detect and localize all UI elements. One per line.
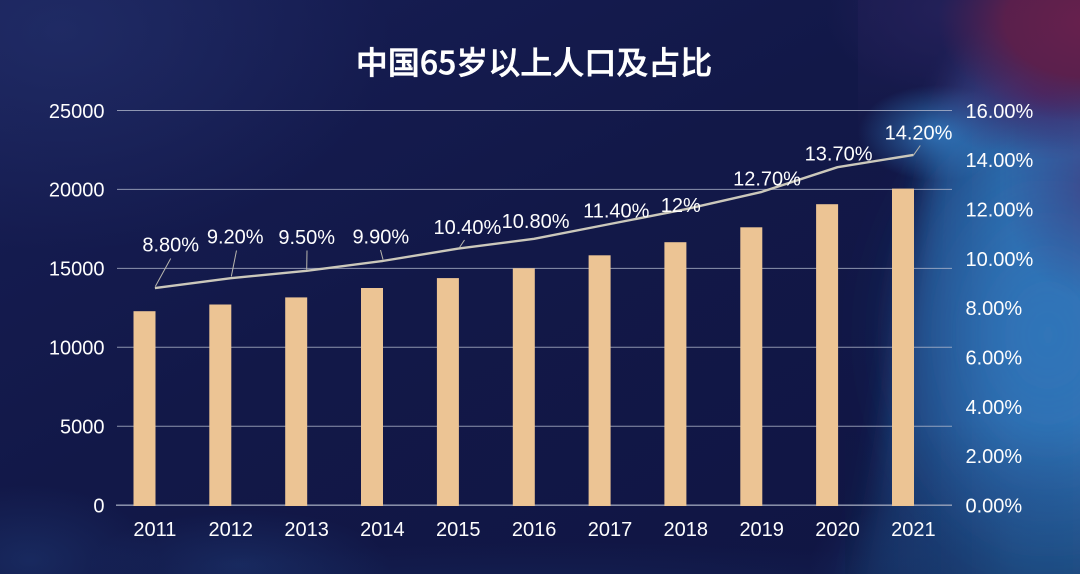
- svg-text:11.40%: 11.40%: [583, 201, 650, 223]
- svg-text:12.70%: 12.70%: [733, 168, 801, 190]
- svg-text:14.20%: 14.20%: [885, 122, 953, 144]
- svg-text:12%: 12%: [661, 195, 701, 217]
- svg-text:9.50%: 9.50%: [278, 227, 335, 249]
- svg-text:0: 0: [93, 496, 104, 518]
- svg-text:6.00%: 6.00%: [966, 348, 1023, 370]
- svg-text:4.00%: 4.00%: [966, 397, 1023, 419]
- svg-text:15000: 15000: [49, 259, 105, 281]
- svg-text:20000: 20000: [49, 180, 105, 202]
- svg-text:9.20%: 9.20%: [207, 227, 264, 249]
- svg-text:12.00%: 12.00%: [966, 200, 1034, 222]
- svg-text:2012: 2012: [209, 519, 254, 541]
- svg-text:2019: 2019: [739, 519, 784, 541]
- svg-text:2018: 2018: [664, 519, 709, 541]
- svg-text:9.90%: 9.90%: [352, 226, 409, 248]
- svg-text:2020: 2020: [815, 519, 860, 541]
- svg-text:14.00%: 14.00%: [966, 150, 1034, 172]
- svg-text:10.00%: 10.00%: [966, 249, 1034, 271]
- svg-text:10000: 10000: [49, 338, 105, 360]
- svg-text:2015: 2015: [436, 519, 481, 541]
- svg-text:2014: 2014: [360, 519, 405, 541]
- svg-text:2.00%: 2.00%: [966, 446, 1023, 468]
- svg-text:2021: 2021: [891, 519, 936, 541]
- svg-text:25000: 25000: [49, 101, 105, 123]
- svg-text:2011: 2011: [133, 519, 176, 541]
- svg-text:13.70%: 13.70%: [805, 144, 873, 166]
- svg-text:5000: 5000: [60, 417, 105, 439]
- svg-text:2016: 2016: [512, 519, 557, 541]
- svg-text:8.00%: 8.00%: [966, 298, 1023, 320]
- svg-text:10.80%: 10.80%: [502, 211, 570, 233]
- svg-text:2017: 2017: [588, 519, 633, 541]
- svg-text:0.00%: 0.00%: [966, 496, 1023, 518]
- svg-text:10.40%: 10.40%: [433, 217, 501, 239]
- svg-text:16.00%: 16.00%: [966, 101, 1034, 123]
- svg-text:8.80%: 8.80%: [142, 235, 199, 257]
- svg-text:2013: 2013: [284, 519, 329, 541]
